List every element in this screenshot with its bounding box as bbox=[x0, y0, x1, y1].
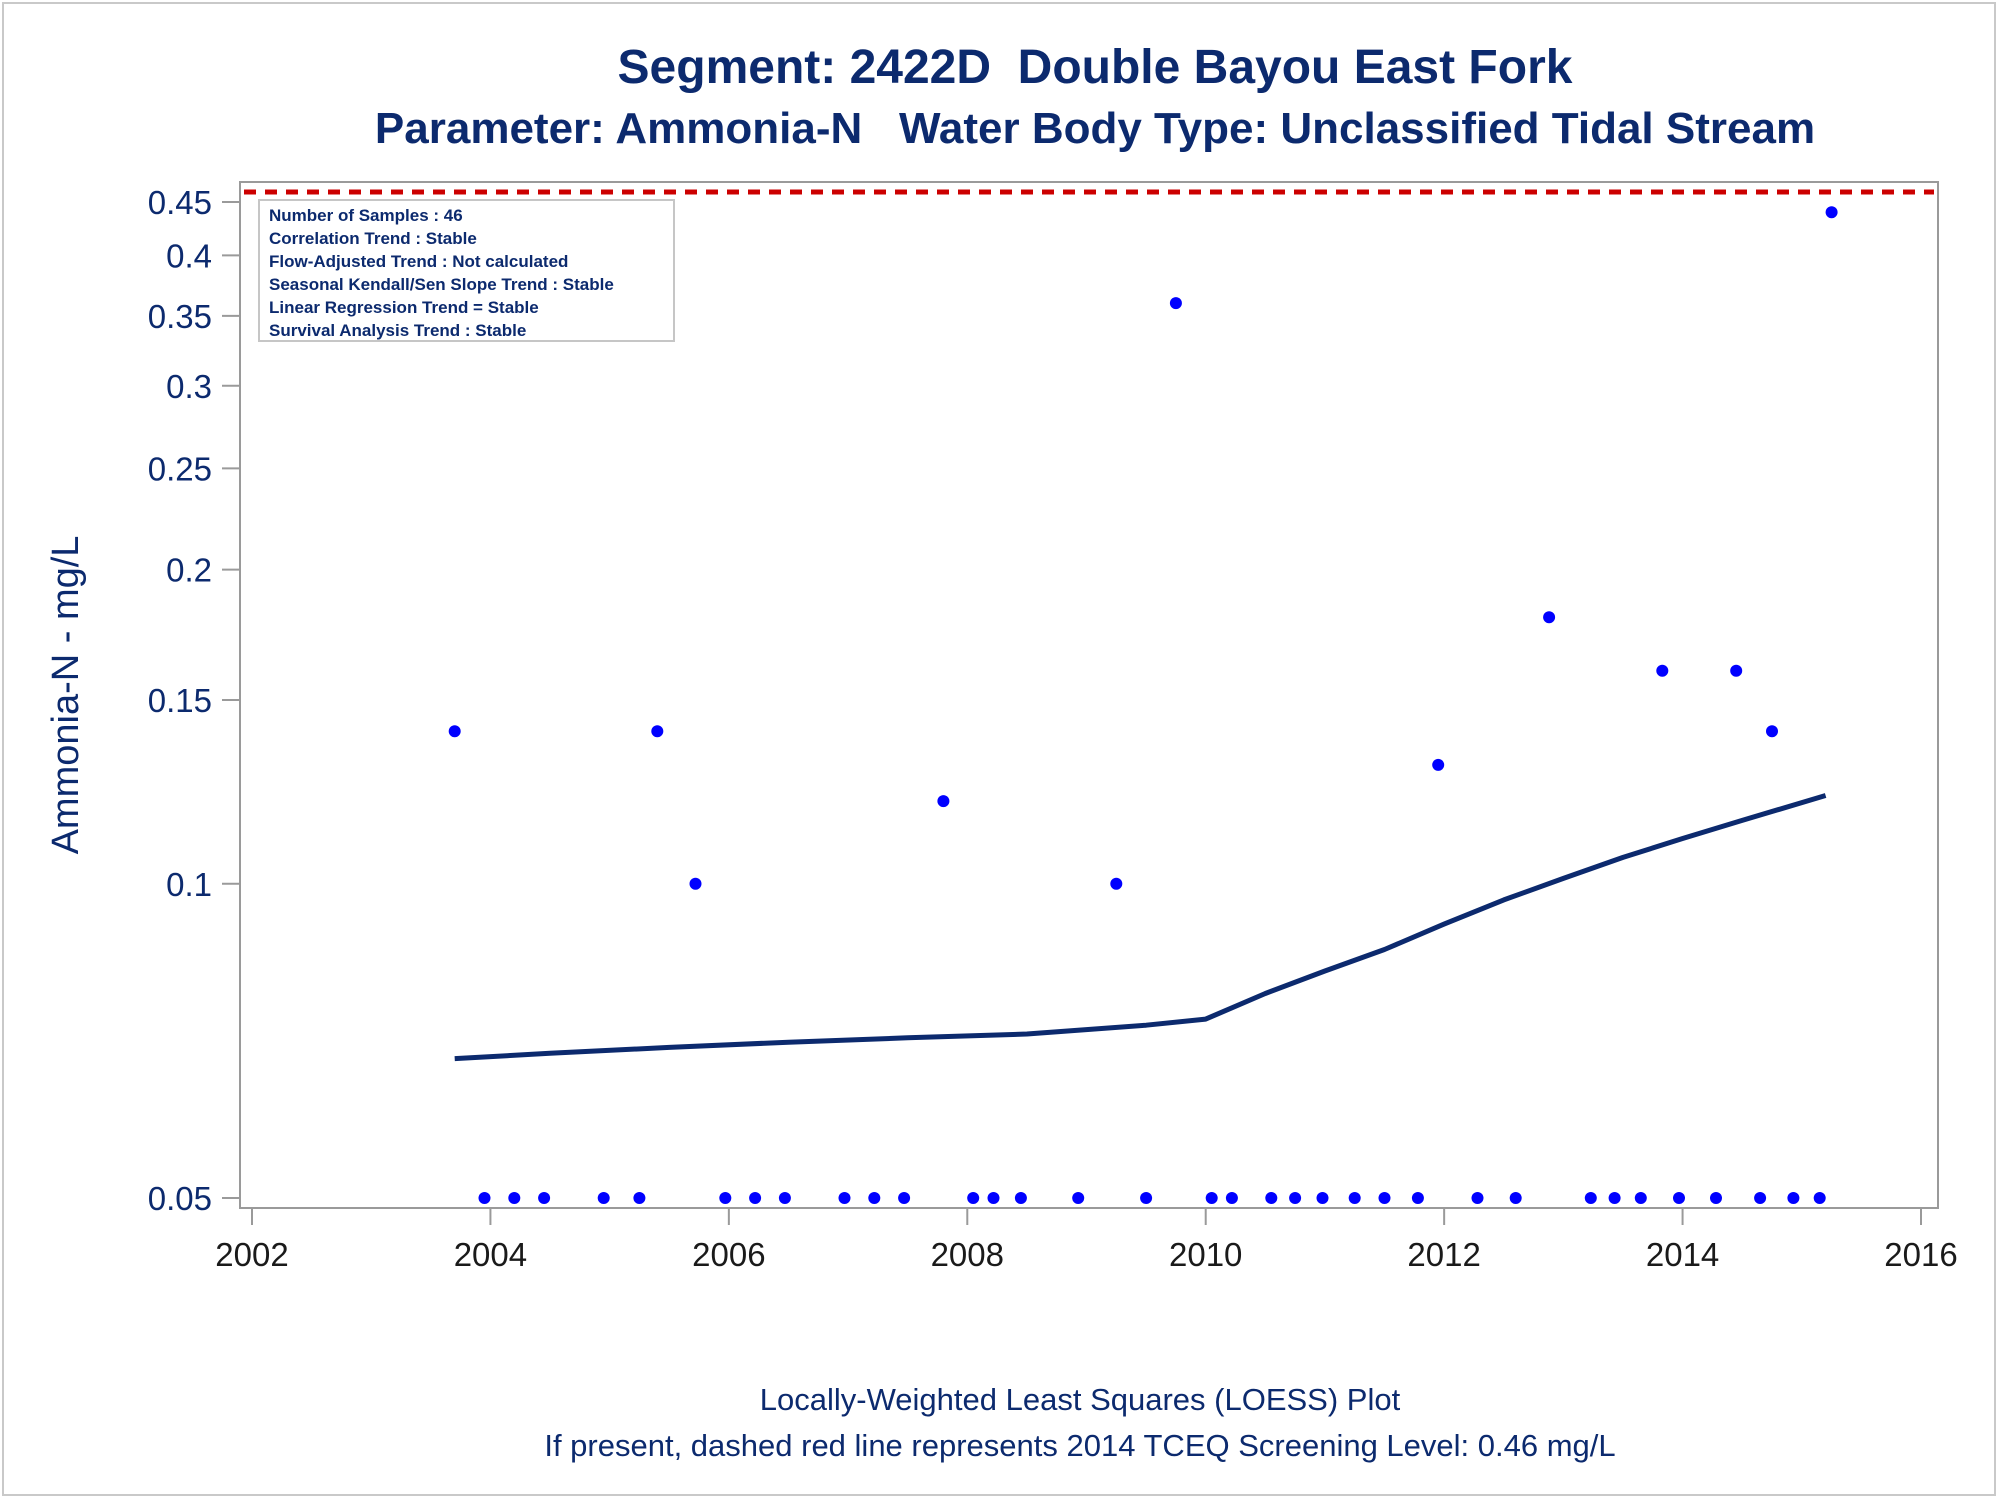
footer-method-note: Locally-Weighted Least Squares (LOESS) P… bbox=[759, 1382, 1401, 1417]
data-point bbox=[937, 795, 950, 808]
data-point bbox=[778, 1192, 791, 1204]
y-tick-label: 0.05 bbox=[148, 1180, 212, 1217]
x-tick-label: 2006 bbox=[692, 1236, 765, 1273]
data-point bbox=[689, 877, 702, 890]
data-point bbox=[1072, 1192, 1085, 1204]
x-tick-label: 2002 bbox=[215, 1236, 288, 1273]
data-point bbox=[448, 725, 461, 738]
data-point bbox=[1378, 1192, 1391, 1204]
data-point bbox=[538, 1192, 551, 1204]
data-point bbox=[1110, 877, 1123, 890]
data-point bbox=[1543, 611, 1556, 624]
data-point bbox=[719, 1192, 732, 1204]
plot-area bbox=[239, 181, 1939, 1209]
data-point bbox=[1432, 758, 1445, 771]
data-point bbox=[1205, 1192, 1218, 1204]
chart-subtitle: Parameter: Ammonia-N Water Body Type: Un… bbox=[374, 104, 1816, 153]
y-axis-label: Ammonia-N - mg/L bbox=[45, 536, 87, 855]
stats-line: Flow-Adjusted Trend : Not calculated bbox=[269, 252, 568, 271]
data-point bbox=[838, 1192, 851, 1204]
data-point bbox=[868, 1192, 881, 1204]
data-point bbox=[1656, 664, 1669, 677]
stats-line: Seasonal Kendall/Sen Slope Trend : Stabl… bbox=[269, 275, 614, 294]
stats-line: Correlation Trend : Stable bbox=[269, 229, 477, 248]
data-point bbox=[1014, 1192, 1027, 1204]
data-point bbox=[1169, 297, 1182, 310]
y-axis: 0.05 0.1 0.15 0.2 0.25 0.3 0.35 0.4 0.45 bbox=[148, 184, 240, 1217]
data-point bbox=[1787, 1192, 1800, 1204]
stats-line: Linear Regression Trend = Stable bbox=[269, 298, 539, 317]
data-point bbox=[1608, 1192, 1621, 1204]
data-point bbox=[1584, 1192, 1597, 1204]
data-point bbox=[1411, 1192, 1424, 1204]
data-point bbox=[1710, 1192, 1722, 1204]
data-point bbox=[597, 1192, 610, 1204]
y-tick-label: 0.1 bbox=[166, 866, 212, 903]
data-point bbox=[749, 1192, 762, 1204]
data-point bbox=[1140, 1192, 1153, 1204]
data-point bbox=[1471, 1192, 1484, 1204]
data-point bbox=[1316, 1192, 1329, 1204]
x-tick-label: 2004 bbox=[454, 1236, 527, 1273]
x-tick-label: 2010 bbox=[1169, 1236, 1242, 1273]
data-point bbox=[651, 725, 664, 738]
chart-title: Segment: 2422D Double Bayou East Fork bbox=[617, 41, 1573, 94]
data-point bbox=[478, 1192, 491, 1204]
data-point bbox=[1813, 1192, 1826, 1204]
x-tick-label: 2016 bbox=[1884, 1236, 1957, 1273]
x-tick-label: 2008 bbox=[931, 1236, 1004, 1273]
data-point bbox=[508, 1192, 521, 1204]
y-tick-label: 0.35 bbox=[148, 298, 212, 335]
data-point bbox=[1766, 725, 1778, 738]
stats-box: Number of Samples : 46 Correlation Trend … bbox=[258, 199, 675, 342]
data-point bbox=[1289, 1192, 1302, 1204]
data-point bbox=[987, 1192, 1000, 1204]
data-point bbox=[1825, 206, 1838, 219]
y-tick-label: 0.25 bbox=[148, 450, 212, 487]
y-tick-label: 0.2 bbox=[166, 552, 212, 589]
data-point bbox=[1509, 1192, 1522, 1204]
stats-line: Number of Samples : 46 bbox=[269, 206, 463, 225]
data-point bbox=[1225, 1192, 1238, 1204]
stats-box-border bbox=[258, 199, 675, 342]
y-tick-label: 0.45 bbox=[148, 184, 212, 221]
x-tick-label: 2012 bbox=[1407, 1236, 1480, 1273]
stats-line: Survival Analysis Trend : Stable bbox=[269, 321, 526, 340]
data-point bbox=[1754, 1192, 1767, 1204]
data-point bbox=[1634, 1192, 1647, 1204]
y-tick-label: 0.3 bbox=[166, 368, 212, 405]
data-point bbox=[1673, 1192, 1685, 1204]
data-point bbox=[967, 1192, 980, 1204]
footer-screening-note: If present, dashed red line represents 2… bbox=[544, 1428, 1616, 1463]
sample-points bbox=[448, 206, 1838, 1204]
data-point bbox=[1348, 1192, 1361, 1204]
x-tick-label: 2014 bbox=[1646, 1236, 1719, 1273]
data-point bbox=[633, 1192, 646, 1204]
data-point bbox=[1730, 664, 1743, 677]
data-point bbox=[898, 1192, 911, 1204]
y-tick-label: 0.4 bbox=[166, 237, 212, 274]
x-axis: 2002 2004 2006 2008 2010 2012 2014 2016 bbox=[215, 1208, 1958, 1273]
y-tick-label: 0.15 bbox=[148, 682, 212, 719]
data-point bbox=[1265, 1192, 1278, 1204]
loess-line bbox=[454, 793, 1827, 1062]
